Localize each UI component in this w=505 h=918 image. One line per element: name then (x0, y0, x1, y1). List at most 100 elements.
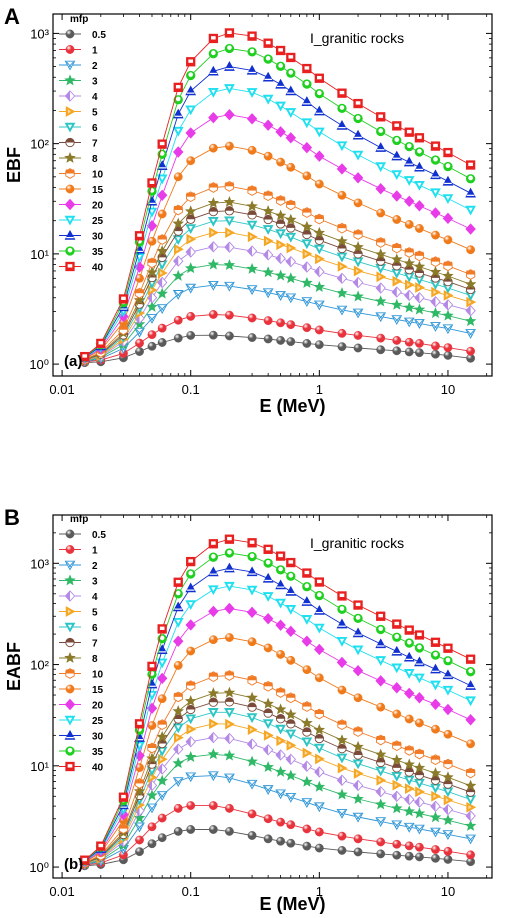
panel-b-data-point (224, 581, 235, 592)
panel-b-data-point (172, 705, 184, 717)
panel-b-data-point (414, 748, 425, 760)
panel-a-legend-label: 15 (92, 185, 104, 196)
panel-a-data-point (302, 248, 313, 260)
panel-a-data-point (443, 235, 453, 245)
panel-a-data-point (156, 276, 168, 289)
panel-b-data-point (374, 748, 387, 760)
panel-a-data-point (275, 291, 286, 301)
panel-b-legend-label: 15 (92, 685, 104, 696)
panel-b-data-point (247, 674, 257, 686)
panel-a-data-point (391, 298, 403, 310)
panel-b-data-point (375, 817, 387, 828)
panel-b-data-point (414, 770, 425, 780)
panel-b-data-point (375, 675, 386, 687)
panel-b-data-point (285, 604, 297, 615)
panel-b-data-point (275, 565, 286, 575)
panel-b-data-point (376, 702, 386, 712)
panel-b-data-point (208, 731, 219, 744)
panel-a-data-point (173, 82, 183, 93)
panel-b-data-point (263, 834, 273, 844)
panel-a-data-point (353, 331, 363, 340)
panel-a-data-point (430, 256, 441, 268)
panel-b-data-point (301, 798, 313, 808)
panel-b-data-point (301, 615, 313, 625)
panel-b-data-point (375, 656, 387, 666)
panel-b-data-point (413, 761, 426, 773)
panel-a-data-point (208, 182, 218, 193)
panel-a-data-point (173, 315, 183, 325)
panel-b-data-point (224, 534, 235, 544)
panel-a-data-point (392, 135, 402, 146)
panel-b-data-point (247, 538, 257, 548)
panel-a-data-point (172, 235, 184, 246)
panel-b-data-point (353, 768, 364, 779)
panel-a-data-point (353, 98, 363, 109)
panel-a-legend-item: 4 (59, 90, 98, 103)
panel-b-data-point (314, 766, 325, 778)
panel-a-data-point (404, 247, 414, 258)
panel-a-data-point (275, 219, 286, 229)
panel-b-data-point (247, 831, 257, 840)
panel-b-data-point (246, 606, 258, 619)
panel-a-data-point (443, 260, 453, 272)
panel-b-data-point (353, 834, 363, 844)
panel-b-legend-label: 2 (92, 561, 98, 572)
panel-b-data-point (443, 656, 453, 666)
panel-b-data-point (225, 803, 234, 813)
panel-a-data-point (157, 338, 167, 347)
panel-a-data-point (336, 163, 348, 175)
panel-b-data-point (391, 790, 403, 803)
panel-b-data-point (276, 817, 286, 827)
panel-b-data-point (353, 600, 363, 610)
panel-b-x-tick-label: 1 (316, 884, 323, 899)
panel-b-data-point (336, 753, 348, 764)
panel-b-data-point (376, 774, 387, 786)
panel-a-data-point (336, 141, 348, 152)
panel-a-data-point (224, 43, 235, 54)
panel-b-data-point (285, 625, 297, 638)
panel-a-data-point (208, 241, 219, 253)
panel-a-data-point (275, 78, 286, 89)
panel-a-data-point (286, 68, 296, 78)
panel-a-data-point (263, 151, 273, 161)
panel-b-data-point (208, 539, 219, 549)
panel-a-data-point (404, 195, 415, 207)
panel-a-data-point (246, 245, 258, 257)
panel-a-x-tick-label: 0.1 (182, 382, 200, 397)
panel-a-data-point (275, 101, 286, 112)
panel-a-data-point (285, 232, 297, 243)
panel-b-data-point (392, 619, 402, 629)
panel-b-data-point (224, 773, 235, 784)
panel-a-data-point (246, 220, 258, 231)
panel-b-data-point (430, 827, 441, 838)
panel-b-data-point (135, 847, 144, 857)
panel-b-data-point (391, 645, 403, 656)
panel-b-data-point (173, 691, 183, 703)
panel-a-data-point (224, 206, 235, 216)
panel-a-y-axis-label: EBF (4, 147, 24, 183)
panel-a-legend-item: 0.5 (59, 29, 106, 41)
panel-a-data-point (414, 319, 425, 329)
panel-b-data-point (262, 785, 274, 795)
panel-a-data-point (442, 299, 454, 311)
panel-a-data-point (262, 266, 274, 278)
panel-b-data-point (247, 724, 258, 735)
panel-a-data-point (147, 341, 157, 351)
panel-a-data-point (429, 265, 442, 277)
panel-a-data-point (375, 312, 387, 323)
panel-a-data-point (375, 264, 387, 274)
panel-b-data-point (247, 702, 257, 712)
panel-b-data-point (173, 743, 184, 755)
panel-a-data-point (464, 315, 477, 327)
panel-a-data-point (375, 282, 386, 294)
panel-b-data-point (392, 632, 402, 642)
panel-a-data-point (172, 290, 184, 300)
panel-b-data-point (301, 635, 313, 647)
panel-a-data-point (353, 265, 364, 277)
panel-b-data-point (157, 833, 167, 843)
panel-a-data-point (185, 283, 197, 294)
panel-a-data-point (285, 272, 297, 284)
panel-a-data-point (224, 281, 235, 292)
panel-a-data-point (276, 157, 286, 167)
panel-b-data-point (465, 714, 476, 726)
